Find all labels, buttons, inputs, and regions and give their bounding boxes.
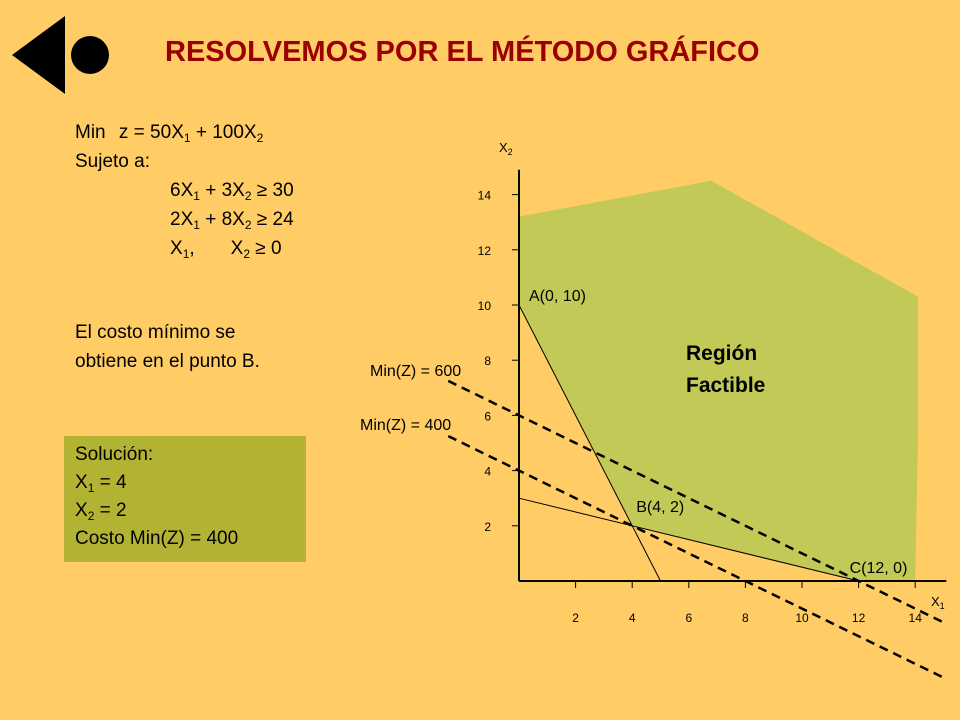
x-tick-label: 4 <box>629 611 636 625</box>
solution-box: Solución: X1 = 4 X2 = 2 Costo Min(Z) = 4… <box>64 436 306 562</box>
solution-cost: Costo Min(Z) = 400 <box>75 528 239 549</box>
conclusion-text: El costo mínimo se obtiene en el punto B… <box>75 322 260 372</box>
x-tick-label: 14 <box>909 611 923 625</box>
y-tick-label: 4 <box>484 465 491 479</box>
lp-model: Min z = 50X1 + 100X2 Sujeto a: 6X1 + 3X2… <box>75 118 294 263</box>
x-tick-label: 10 <box>795 611 809 625</box>
iso-cost-line-2 <box>447 434 945 679</box>
constraint-line-1 <box>518 304 661 582</box>
point-label: C(12, 0) <box>850 560 908 577</box>
y-tick-label: 12 <box>478 244 492 258</box>
non-negativity: X1, X2 ≥ 0 <box>170 238 282 261</box>
y-tick-label: 6 <box>484 409 491 423</box>
y-tick-label: 2 <box>484 520 491 534</box>
point-label: A(0, 10) <box>529 288 586 305</box>
region-label: Región <box>686 342 757 365</box>
x-tick-label: 2 <box>572 611 579 625</box>
iso-cost-label: Min(Z) = 400 <box>360 417 451 434</box>
y-tick-label: 8 <box>484 354 491 368</box>
y-axis-label: X2 <box>499 140 513 157</box>
page-title: RESOLVEMOS POR EL MÉTODO GRÁFICO <box>165 36 760 68</box>
solution-x2: X2 = 2 <box>75 500 127 523</box>
constraint-line-2 <box>518 497 859 582</box>
subject-to-label: Sujeto a: <box>75 151 150 172</box>
x-tick-label: 12 <box>852 611 866 625</box>
y-tick-label: 10 <box>478 299 492 313</box>
x-tick-label: 8 <box>742 611 749 625</box>
solution-heading: Solución: <box>75 444 154 465</box>
solution-x1: X1 = 4 <box>75 472 127 495</box>
y-tick-label: 14 <box>478 189 492 203</box>
feasible-region <box>519 180 919 582</box>
constraint-2: 2X1 + 8X2 ≥ 24 <box>170 209 294 232</box>
region-label: Factible <box>686 374 765 397</box>
point-label: B(4, 2) <box>636 499 684 516</box>
objective-function: Min z = 50X1 + 100X2 <box>75 122 264 145</box>
x-axis-label: X1 <box>931 594 945 611</box>
iso-cost-line-1 <box>447 379 945 624</box>
back-arrow-circle-icon[interactable] <box>10 12 110 98</box>
x-tick-label: 6 <box>685 611 692 625</box>
constraint-1: 6X1 + 3X2 ≥ 30 <box>170 180 294 203</box>
iso-cost-label: Min(Z) = 600 <box>370 363 461 380</box>
